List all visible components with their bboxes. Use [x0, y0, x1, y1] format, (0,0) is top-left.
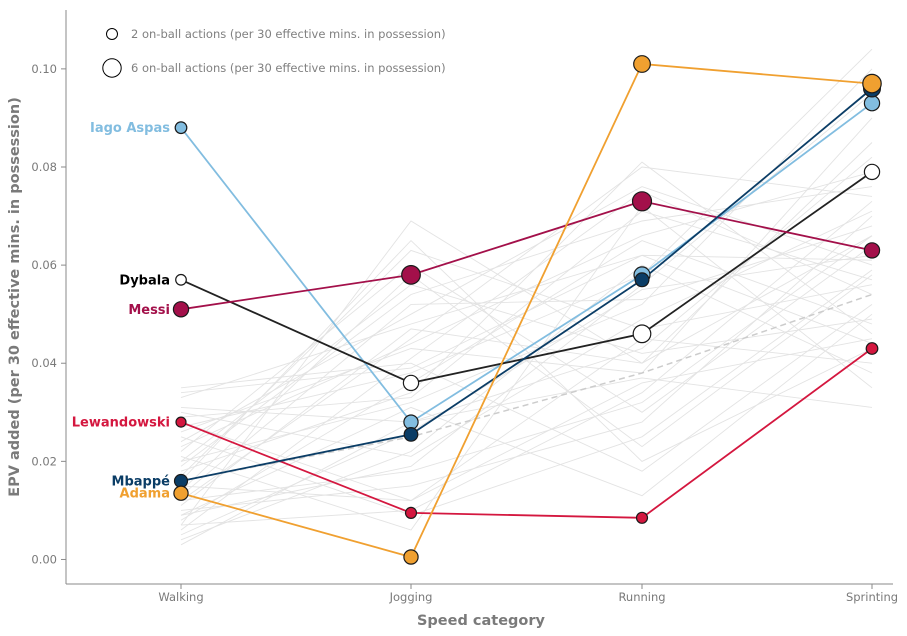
- series-line-iago-aspas: [180, 102, 873, 424]
- marker-dybala-jogging: [402, 374, 420, 392]
- x-tick-label-sprinting: Sprinting: [846, 590, 898, 604]
- background-line-2: [180, 166, 873, 501]
- background-line-30: [180, 171, 873, 448]
- background-line-11: [180, 240, 873, 521]
- x-tick-label-running: Running: [618, 590, 665, 604]
- marker-dybala-sprinting: [863, 163, 881, 181]
- marker-messi-running: [631, 191, 653, 212]
- marker-lewandowski-running: [635, 511, 649, 524]
- background-line-29: [180, 377, 873, 546]
- marker-messi-sprinting: [863, 242, 881, 259]
- series-label-mbappe: Mbappé: [112, 475, 171, 490]
- background-line-26: [180, 161, 873, 472]
- background-line-24: [180, 210, 873, 457]
- y-tick-label: 0.00: [31, 552, 57, 566]
- background-line-17: [180, 235, 873, 502]
- marker-messi-jogging: [401, 265, 421, 285]
- background-line-27: [180, 269, 873, 516]
- marker-adama-running: [633, 55, 651, 73]
- marker-adama-sprinting: [862, 73, 882, 94]
- legend: 2 on-ball actions (per 30 effective mins…: [102, 27, 446, 78]
- x-ticks: Walking Jogging Running Sprinting: [158, 584, 898, 604]
- background-line-9: [180, 186, 873, 443]
- marker-lewandowski-jogging: [404, 506, 418, 520]
- series-markers: [172, 55, 882, 565]
- axes: [65, 10, 893, 585]
- marker-mbappe-running: [634, 272, 650, 288]
- series-labels: Iago Aspas Dybala Messi Lewandowski MbappéAd…: [72, 121, 170, 502]
- legend-marker-large: [102, 58, 122, 78]
- series-label-adama: Adama: [120, 487, 170, 502]
- background-line-23: [180, 190, 873, 531]
- background-lines: [180, 48, 873, 546]
- legend-label-small: 2 on-ball actions (per 30 effective mins…: [131, 27, 446, 41]
- x-axis-title: Speed category: [417, 613, 546, 629]
- marker-adama-jogging: [403, 549, 419, 565]
- y-tick-label: 0.06: [31, 258, 57, 272]
- background-line-19: [180, 313, 873, 516]
- background-line-5: [180, 304, 873, 472]
- series-label-iago-aspas: Iago Aspas: [90, 121, 170, 136]
- series-line-adama: [180, 63, 873, 559]
- background-line-33: [180, 210, 873, 418]
- x-tick-label-walking: Walking: [158, 590, 203, 604]
- background-line-35: [180, 200, 873, 526]
- background-line-31: [180, 239, 873, 482]
- series-label-messi: Messi: [128, 303, 170, 318]
- y-tick-label: 0.08: [31, 160, 57, 174]
- x-tick-label-jogging: Jogging: [389, 590, 433, 604]
- series-label-dybala: Dybala: [119, 273, 170, 288]
- series-line-lewandowski: [180, 347, 873, 519]
- background-line-28: [180, 225, 873, 497]
- average-line: [180, 293, 873, 482]
- marker-messi-walking: [172, 301, 190, 318]
- marker-dybala-walking: [175, 273, 187, 286]
- marker-dybala-running: [632, 324, 652, 344]
- series-line-messi: [180, 200, 873, 311]
- background-line-13: [180, 205, 873, 531]
- y-ticks: 0.00 0.02 0.04 0.06 0.08 0.10: [31, 62, 66, 566]
- legend-label-large: 6 on-ball actions (per 30 effective mins…: [131, 61, 446, 75]
- y-tick-label: 0.02: [31, 454, 57, 468]
- series-line-dybala: [180, 171, 873, 384]
- average-group: [180, 293, 873, 482]
- marker-mbappe-jogging: [403, 427, 419, 442]
- marker-iago-aspas-sprinting: [863, 94, 881, 112]
- marker-lewandowski-sprinting: [865, 342, 879, 355]
- marker-adama-walking: [173, 485, 189, 501]
- background-line-21: [180, 338, 873, 502]
- background-line-34: [180, 284, 873, 462]
- background-line-22: [180, 245, 873, 452]
- series-line-mbappe: [180, 87, 873, 482]
- y-axis-title: EPV added (per 30 effective mins. in pos…: [7, 97, 23, 497]
- marker-iago-aspas-walking: [174, 121, 188, 135]
- legend-marker-small: [106, 28, 118, 40]
- series-lines: [180, 63, 873, 559]
- y-tick-label: 0.10: [31, 62, 57, 76]
- y-tick-label: 0.04: [31, 356, 57, 370]
- marker-lewandowski-walking: [175, 416, 187, 428]
- series-label-lewandowski: Lewandowski: [72, 416, 170, 431]
